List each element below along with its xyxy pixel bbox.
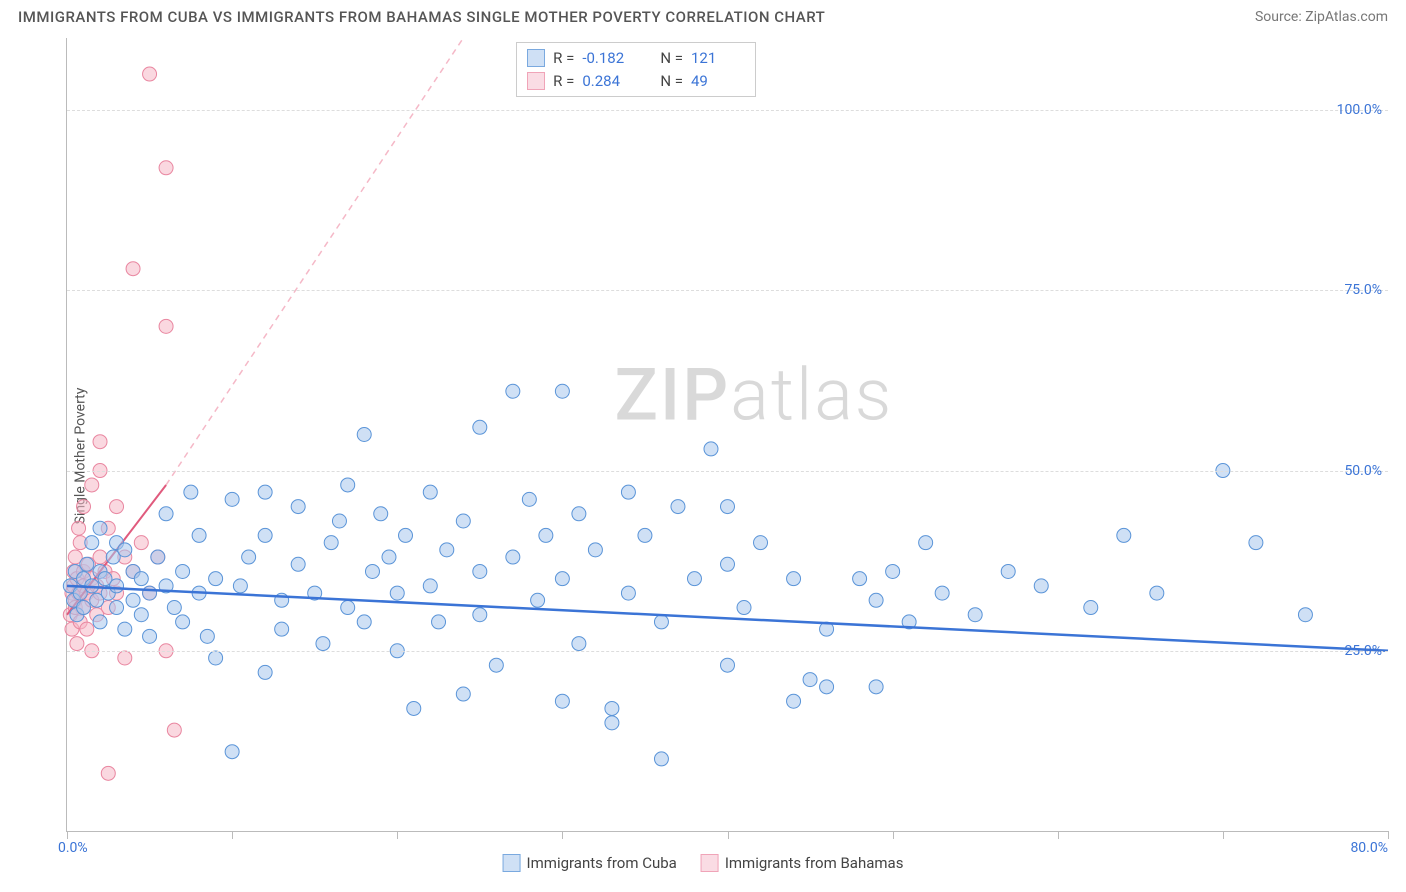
y-tick-label: 75.0%: [1344, 282, 1382, 298]
r-value-cuba: -0.182: [582, 47, 636, 70]
y-tick-label: 50.0%: [1344, 463, 1382, 479]
chart-source: Source: ZipAtlas.com: [1255, 9, 1388, 25]
swatch-cuba: [527, 49, 545, 67]
n-value-cuba: 121: [691, 47, 745, 70]
legend-item-bahamas: Immigrants from Bahamas: [701, 854, 904, 872]
x-min-label: 0.0%: [58, 840, 88, 856]
n-label: N =: [660, 47, 683, 70]
n-label: N =: [660, 70, 683, 93]
plot-area: ZIPatlas R = -0.182 N = 121 R = 0.284 N …: [66, 38, 1388, 832]
chart-title: IMMIGRANTS FROM CUBA VS IMMIGRANTS FROM …: [18, 8, 825, 26]
x-max-label: 80.0%: [1350, 840, 1388, 856]
r-label: R =: [553, 47, 574, 70]
r-value-bahamas: 0.284: [582, 70, 636, 93]
n-value-bahamas: 49: [691, 70, 745, 93]
swatch-bahamas: [527, 72, 545, 90]
r-label: R =: [553, 70, 574, 93]
y-tick-label: 25.0%: [1344, 643, 1382, 659]
scatter-svg: [67, 38, 1388, 831]
y-tick-label: 100.0%: [1337, 102, 1382, 118]
legend-swatch-cuba: [503, 854, 521, 872]
legend-item-cuba: Immigrants from Cuba: [503, 854, 677, 872]
chart-container: Single Mother Poverty ZIPatlas R = -0.18…: [18, 38, 1388, 874]
legend-label-cuba: Immigrants from Cuba: [527, 854, 677, 872]
legend-label-bahamas: Immigrants from Bahamas: [725, 854, 904, 872]
chart-header: IMMIGRANTS FROM CUBA VS IMMIGRANTS FROM …: [0, 0, 1406, 30]
stats-box: R = -0.182 N = 121 R = 0.284 N = 49: [516, 42, 756, 97]
legend-swatch-bahamas: [701, 854, 719, 872]
stats-row-cuba: R = -0.182 N = 121: [527, 47, 745, 70]
stats-row-bahamas: R = 0.284 N = 49: [527, 70, 745, 93]
legend: Immigrants from Cuba Immigrants from Bah…: [503, 854, 904, 872]
